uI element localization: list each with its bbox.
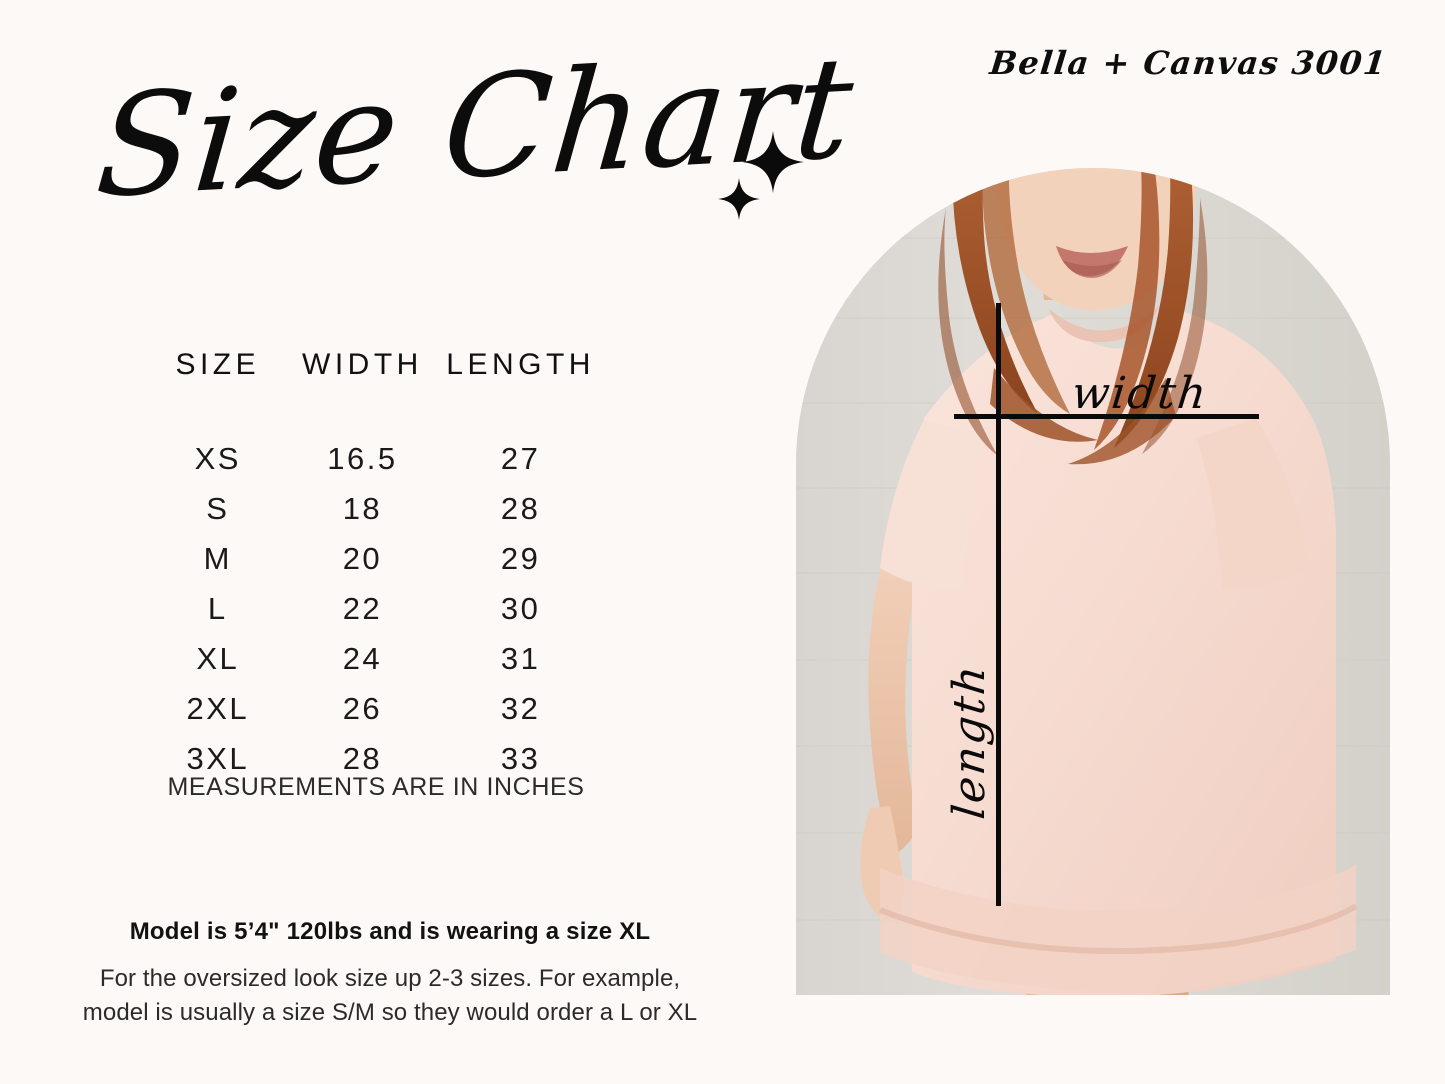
cell-width: 24 — [342, 641, 383, 676]
table-row: 2XL 26 32 — [150, 684, 602, 734]
cell-width: 16.5 — [327, 441, 398, 476]
column-header-size: SIZE — [175, 348, 261, 381]
cell-length: 32 — [500, 691, 541, 726]
cell-length: 28 — [500, 491, 541, 526]
cell-length: 33 — [500, 741, 541, 776]
size-table: SIZE WIDTH LENGTH XS 16.5 27 S 18 28 M — [150, 348, 602, 784]
cell-length: 29 — [500, 541, 541, 576]
cell-length: 31 — [500, 641, 541, 676]
length-guide-line — [996, 303, 1001, 906]
cell-width: 26 — [342, 691, 383, 726]
cell-width: 18 — [342, 491, 383, 526]
cell-width: 28 — [342, 741, 383, 776]
cell-size: L — [207, 591, 228, 626]
cell-length: 27 — [500, 441, 541, 476]
column-header-width: WIDTH — [302, 348, 423, 381]
sizing-note-line-1: For the oversized look size up 2-3 sizes… — [99, 965, 681, 992]
column-header-length: LENGTH — [446, 348, 595, 381]
table-row: S 18 28 — [150, 484, 602, 534]
table-row: XL 24 31 — [150, 634, 602, 684]
cell-length: 30 — [500, 591, 541, 626]
cell-size: S — [206, 491, 230, 526]
units-note: MEASUREMENTS ARE IN INCHES — [167, 773, 585, 801]
cell-size: XS — [194, 441, 241, 476]
cell-width: 20 — [342, 541, 383, 576]
model-info-text: Model is 5’4" 120lbs and is wearing a si… — [129, 918, 651, 945]
table-row: 3XL 28 33 — [150, 734, 602, 784]
sparkle-icon — [742, 131, 804, 198]
cell-width: 22 — [342, 591, 383, 626]
table-row: XS 16.5 27 — [150, 434, 602, 484]
width-guide-line — [954, 414, 1259, 419]
model-note-block: Model is 5’4" 120lbs and is wearing a si… — [60, 918, 720, 1030]
cell-size: 2XL — [186, 691, 250, 726]
table-row: M 20 29 — [150, 534, 602, 584]
width-label: width — [1069, 368, 1211, 419]
table-row: L 22 30 — [150, 584, 602, 634]
model-photo — [796, 168, 1390, 995]
cell-size: XL — [196, 641, 240, 676]
brand-label: Bella + Canvas 3001 — [987, 44, 1389, 82]
sparkle-icon — [718, 178, 760, 225]
sizing-note-line-2: model is usually a size S/M so they woul… — [82, 999, 698, 1027]
length-label: length — [943, 661, 995, 822]
cell-size: M — [203, 541, 232, 576]
table-header-row: SIZE WIDTH LENGTH — [150, 348, 602, 434]
cell-size: 3XL — [186, 741, 250, 776]
